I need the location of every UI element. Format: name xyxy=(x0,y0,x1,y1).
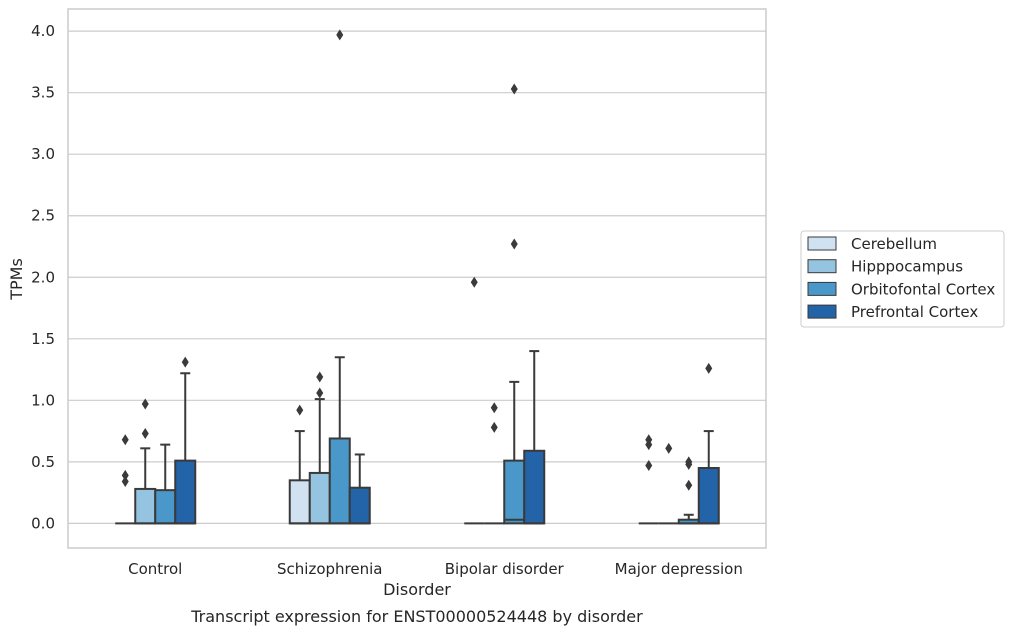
box-group xyxy=(503,83,526,525)
y-tick-labels: 0.0 0.5 1.0 1.5 2.0 2.5 3.0 3.5 4.0 xyxy=(31,22,55,532)
y-axis-title: TPMs xyxy=(7,258,26,301)
outlier-point xyxy=(510,238,518,250)
outlier-point xyxy=(316,371,324,383)
box xyxy=(503,459,526,525)
legend-label: Hipppocampus xyxy=(851,258,963,276)
outlier-point xyxy=(490,421,498,433)
legend-frame xyxy=(800,230,1005,328)
x-tick-label: Schizophrenia xyxy=(277,560,382,578)
box-group xyxy=(154,443,177,525)
plot-frame xyxy=(67,8,767,549)
outlier-point xyxy=(510,83,518,95)
outlier-point xyxy=(665,442,673,454)
y-tick-label: 2.0 xyxy=(31,268,55,286)
outlier-point xyxy=(316,387,324,399)
box-group xyxy=(638,434,659,525)
outlier-point xyxy=(141,398,149,410)
outlier-point xyxy=(490,402,498,414)
y-tick-label: 3.0 xyxy=(31,145,55,163)
y-tick-label: 4.0 xyxy=(31,22,55,40)
box-group xyxy=(523,350,546,525)
box xyxy=(523,449,546,525)
box xyxy=(134,487,157,525)
x-axis-title: Disorder xyxy=(383,580,451,599)
box xyxy=(328,437,351,525)
box-group xyxy=(134,398,157,525)
box-group xyxy=(658,442,679,525)
outlier-point xyxy=(121,476,129,488)
outlier-point xyxy=(470,276,478,288)
outlier-point xyxy=(121,434,129,446)
legend-label: Cerebellum xyxy=(851,235,937,253)
gridlines xyxy=(68,30,766,524)
y-tick-label: 3.5 xyxy=(31,84,55,102)
box-group xyxy=(348,453,371,525)
y-tick-label: 2.5 xyxy=(31,207,55,225)
box xyxy=(174,459,197,525)
box-group xyxy=(697,362,720,525)
box-group xyxy=(464,276,485,525)
plot-area-boxes xyxy=(115,29,720,525)
outlier-point xyxy=(685,479,693,491)
legend-swatch xyxy=(807,259,837,274)
legend-label: Prefrontal Cortex xyxy=(851,303,978,321)
box-group xyxy=(677,456,700,525)
y-tick-label: 0.5 xyxy=(31,453,55,471)
outlier-point xyxy=(685,458,693,470)
outlier-point xyxy=(336,29,344,41)
figure-caption: Transcript expression for ENST0000052444… xyxy=(190,607,643,626)
outlier-point xyxy=(645,460,653,472)
outlier-point xyxy=(705,362,713,374)
legend: Cerebellum Hipppocampus Orbitofontal Corte… xyxy=(800,230,1005,328)
box xyxy=(154,489,177,525)
x-tick-label: Control xyxy=(128,560,182,578)
legend-swatch xyxy=(807,236,837,251)
outlier-point xyxy=(121,469,129,481)
x-tick-label: Bipolar disorder xyxy=(445,560,565,578)
legend-swatch xyxy=(807,281,837,296)
box xyxy=(348,486,371,525)
y-tick-label: 0.0 xyxy=(31,514,55,532)
box xyxy=(697,467,720,525)
box xyxy=(308,471,331,525)
outlier-point xyxy=(141,428,149,440)
legend-swatch xyxy=(807,304,837,319)
outlier-point xyxy=(296,404,304,416)
outlier-point xyxy=(181,356,189,368)
box-group xyxy=(115,434,136,525)
box-group xyxy=(308,371,331,525)
box-group xyxy=(174,356,197,525)
outlier-point xyxy=(645,439,653,451)
x-tick-label: Major depression xyxy=(615,560,743,578)
legend-label: Orbitofontal Cortex xyxy=(851,280,995,298)
box-group xyxy=(484,402,505,525)
y-tick-label: 1.0 xyxy=(31,391,55,409)
y-tick-label: 1.5 xyxy=(31,330,55,348)
box-group xyxy=(328,29,351,525)
x-tick-labels: Control Schizophrenia Bipolar disorder Majo… xyxy=(128,560,743,578)
box-group xyxy=(288,404,311,525)
box xyxy=(288,479,311,525)
